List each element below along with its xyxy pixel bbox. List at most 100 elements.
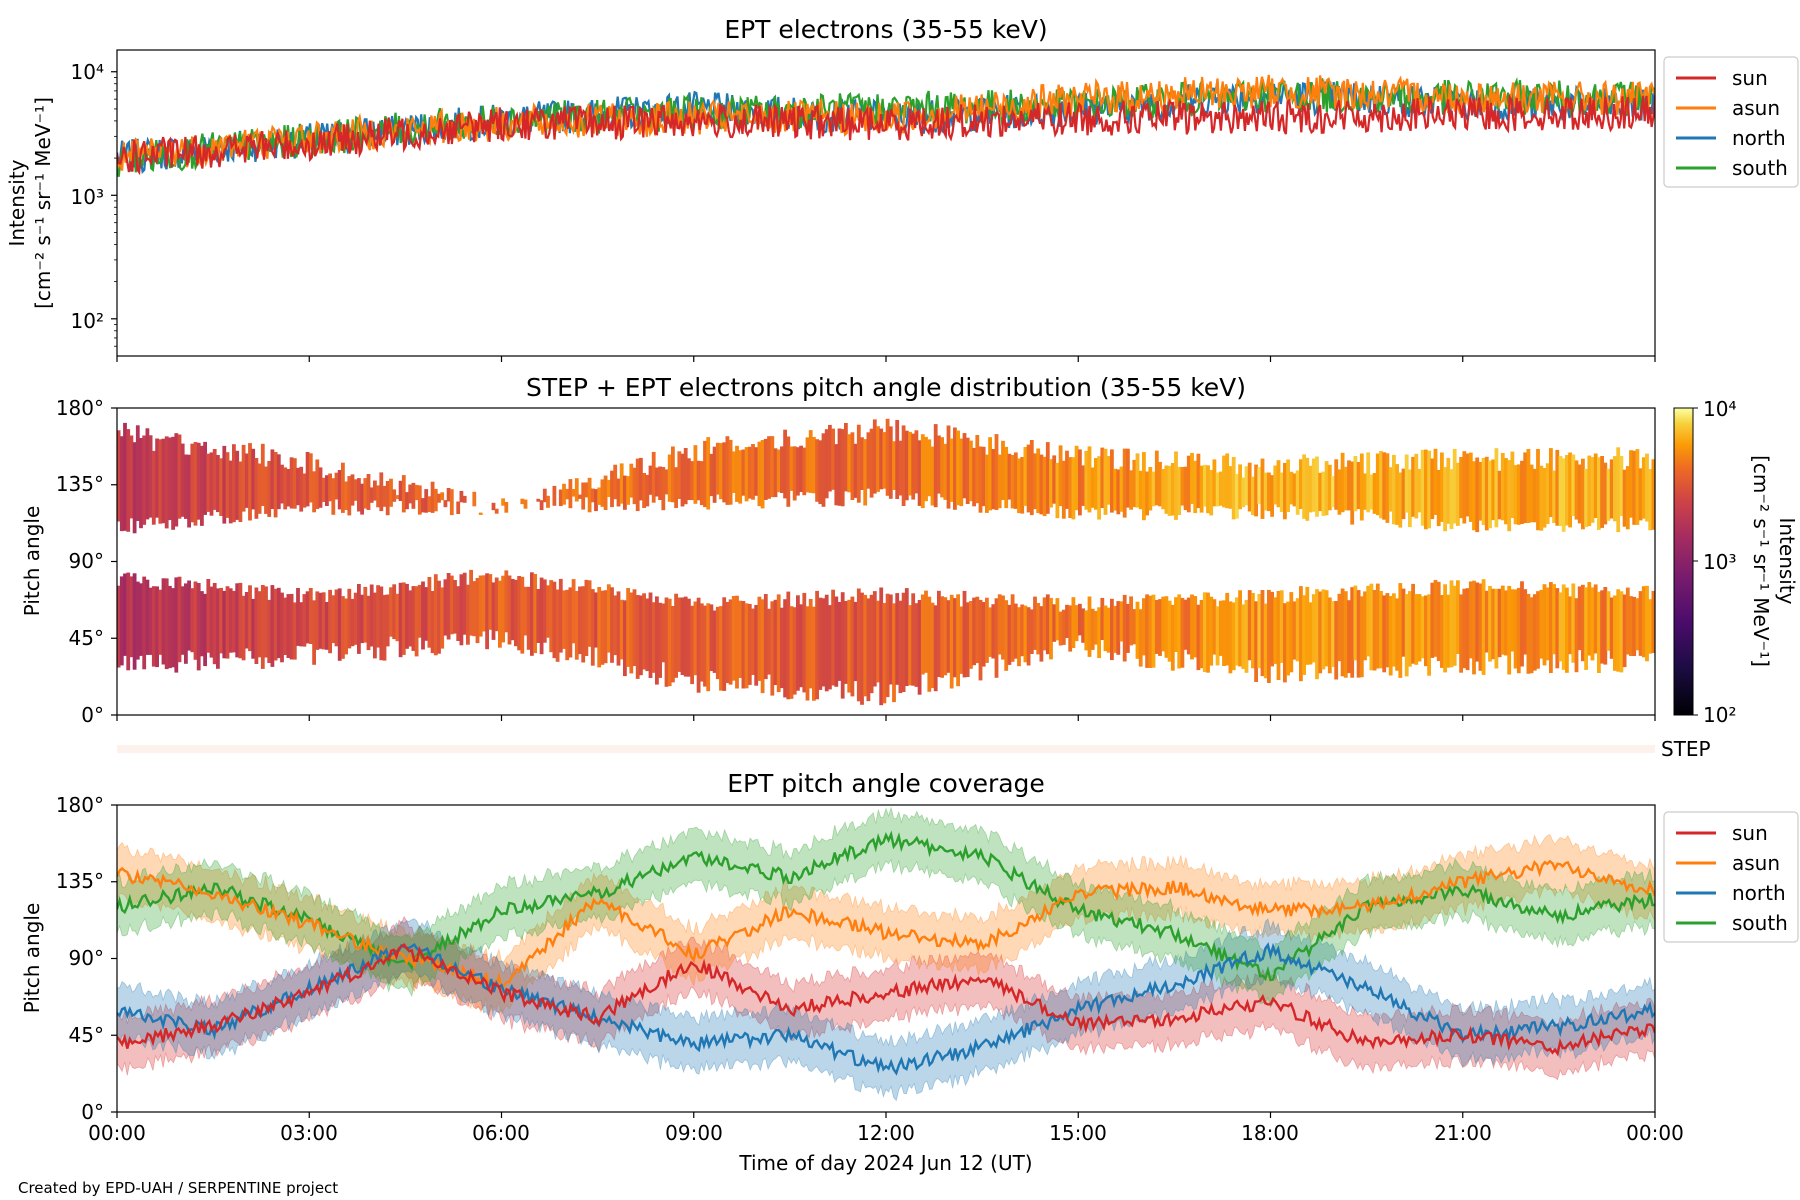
heatmap-cell-lower [1289,592,1294,673]
heatmap-cell-upper [690,461,694,501]
heatmap-cell-lower [792,607,797,695]
heatmap-cell-upper [433,488,438,512]
heatmap-cell-upper [472,491,477,507]
heatmap-cell-upper [216,455,220,513]
legend-label: south [1732,156,1788,180]
heatmap-cell-lower [715,606,720,680]
heatmap-cell-upper [1475,457,1480,533]
heatmap-cell-upper [1202,464,1207,507]
heatmap-cell-lower [216,588,220,669]
heatmap-cell-upper [1622,469,1627,527]
heatmap-cell-upper [581,482,586,510]
heatmap-cell-upper [126,429,131,532]
heatmap-cell-lower [1206,592,1210,673]
heatmap-cell-lower [1170,604,1175,671]
heatmap-cell-lower [744,603,749,689]
panel3-ytick-label: 45° [69,1023,104,1047]
heatmap-cell-upper [1103,448,1108,515]
heatmap-cell-lower [1052,604,1057,642]
heatmap-cell-upper [1033,453,1037,510]
heatmap-cell-upper [168,437,172,521]
heatmap-cell-upper [645,474,650,507]
heatmap-cell-upper [1590,457,1595,523]
heatmap-cell-lower [267,599,272,663]
heatmap-cell-upper [1398,472,1403,528]
heatmap-cell-upper [337,470,342,510]
heatmap-cell-lower [901,592,906,692]
heatmap-cell-lower [1414,594,1419,665]
heatmap-cell-upper [1504,458,1508,525]
heatmap-cell-upper [244,453,249,508]
heatmap-cell-lower [533,573,537,654]
heatmap-cell-upper [145,428,150,520]
heatmap-cell-upper [1392,454,1396,525]
heatmap-cell-upper [232,444,236,523]
heatmap-cell-lower [709,604,714,671]
panel2-ytick-label: 135° [56,472,104,496]
heatmap-cell-upper [1167,465,1172,516]
heatmap-cell-lower [1186,597,1191,655]
heatmap-cell-lower [510,579,515,641]
panel3-ytick-label: 180° [56,793,104,817]
heatmap-cell-lower [626,588,630,667]
heatmap-cell-upper [1606,468,1611,521]
heatmap-cell-upper [597,487,602,505]
heatmap-cell-lower [1446,594,1451,668]
heatmap-cell-lower [289,593,294,660]
heatmap-cell-lower [1443,584,1447,673]
heatmap-cell-lower [1007,604,1012,665]
heatmap-cell-lower [722,597,727,691]
heatmap-cell-lower [1641,586,1646,658]
heatmap-cell-upper [1388,467,1393,512]
heatmap-cell-upper [1616,447,1621,533]
heatmap-cell-upper [382,485,387,507]
heatmap-cell-upper [1257,467,1262,504]
heatmap-cell-upper [1424,449,1428,530]
heatmap-cell-lower [1132,609,1137,645]
heatmap-cell-upper [1327,464,1332,511]
panel2-heatmap [117,418,1655,706]
heatmap-cell-upper [369,487,374,503]
heatmap-cell-upper [648,465,653,495]
heatmap-cell-lower [376,585,380,648]
heatmap-cell-lower [1126,603,1130,653]
heatmap-cell-lower [321,592,326,650]
heatmap-cell-lower [1202,592,1207,672]
heatmap-cell-lower [389,587,393,637]
heatmap-cell-upper [546,495,550,508]
heatmap-cell-lower [347,588,352,649]
heatmap-cell-lower [184,583,188,664]
legend-box [1663,56,1799,188]
heatmap-cell-lower [898,600,903,694]
heatmap-cell-upper [421,498,425,513]
heatmap-cell-lower [325,602,329,650]
heatmap-cell-upper [494,508,499,514]
heatmap-cell-lower [1424,595,1428,667]
heatmap-cell-upper [1097,456,1101,520]
heatmap-cell-upper [417,485,422,515]
heatmap-cell-upper [1241,477,1246,508]
heatmap-cell-upper [1597,457,1601,530]
heatmap-cell-lower [731,596,736,681]
heatmap-cell-upper [264,466,268,514]
heatmap-cell-lower [334,589,339,647]
heatmap-cell-upper [985,454,989,513]
heatmap-cell-lower [1068,605,1073,652]
heatmap-cell-upper [1270,475,1274,517]
heatmap-cell-lower [228,588,233,653]
heatmap-cell-upper [1126,448,1130,508]
heatmap-cell-upper [639,457,643,501]
heatmap-cell-lower [639,595,643,676]
heatmap-cell-lower [783,599,787,698]
heatmap-cell-lower [148,587,153,655]
heatmap-cell-upper [299,466,304,512]
heatmap-cell-lower [664,597,669,687]
heatmap-cell-upper [1238,464,1242,510]
heatmap-cell-lower [885,593,890,698]
heatmap-cell-lower [385,594,390,647]
heatmap-cell-lower [1235,597,1239,666]
heatmap-cell-lower [379,586,384,661]
heatmap-cell-lower [526,586,531,650]
heatmap-cell-upper [289,457,294,509]
heatmap-cell-lower [725,602,730,684]
